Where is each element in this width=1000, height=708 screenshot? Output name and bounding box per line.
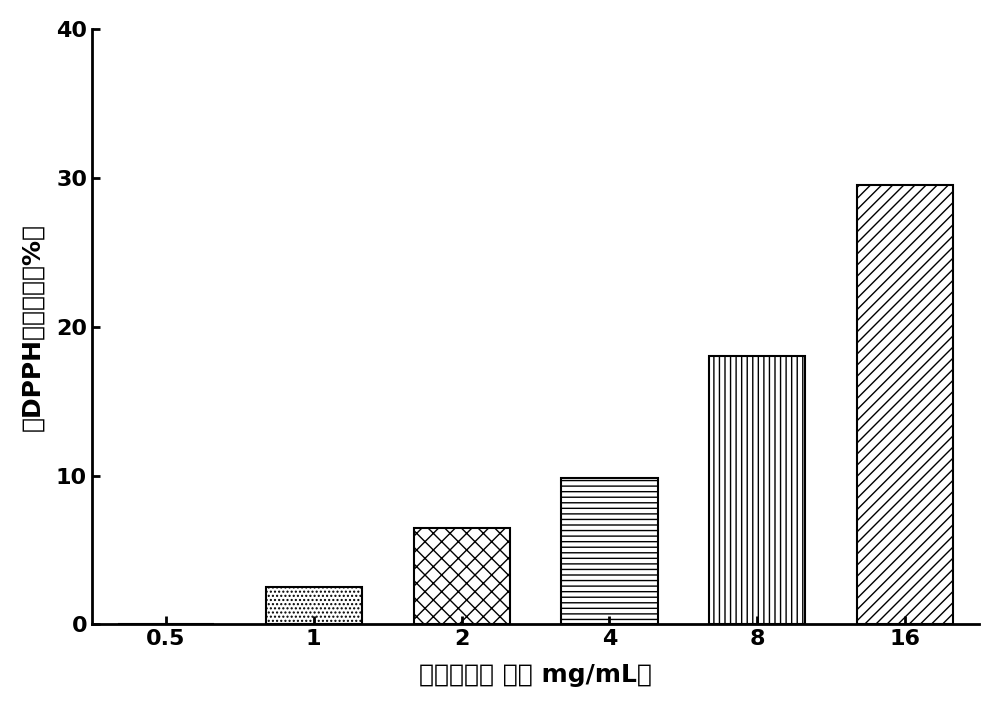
Bar [857, 185, 953, 624]
X-axis label: 多糖质量浓 度（ mg/mL）: 多糖质量浓 度（ mg/mL） [419, 663, 652, 687]
Bar [709, 356, 805, 624]
Bar [266, 587, 362, 624]
Y-axis label: 对DPPH的清除率（%）: 对DPPH的清除率（%） [21, 222, 45, 430]
Bar [561, 479, 658, 624]
Bar [414, 527, 510, 624]
